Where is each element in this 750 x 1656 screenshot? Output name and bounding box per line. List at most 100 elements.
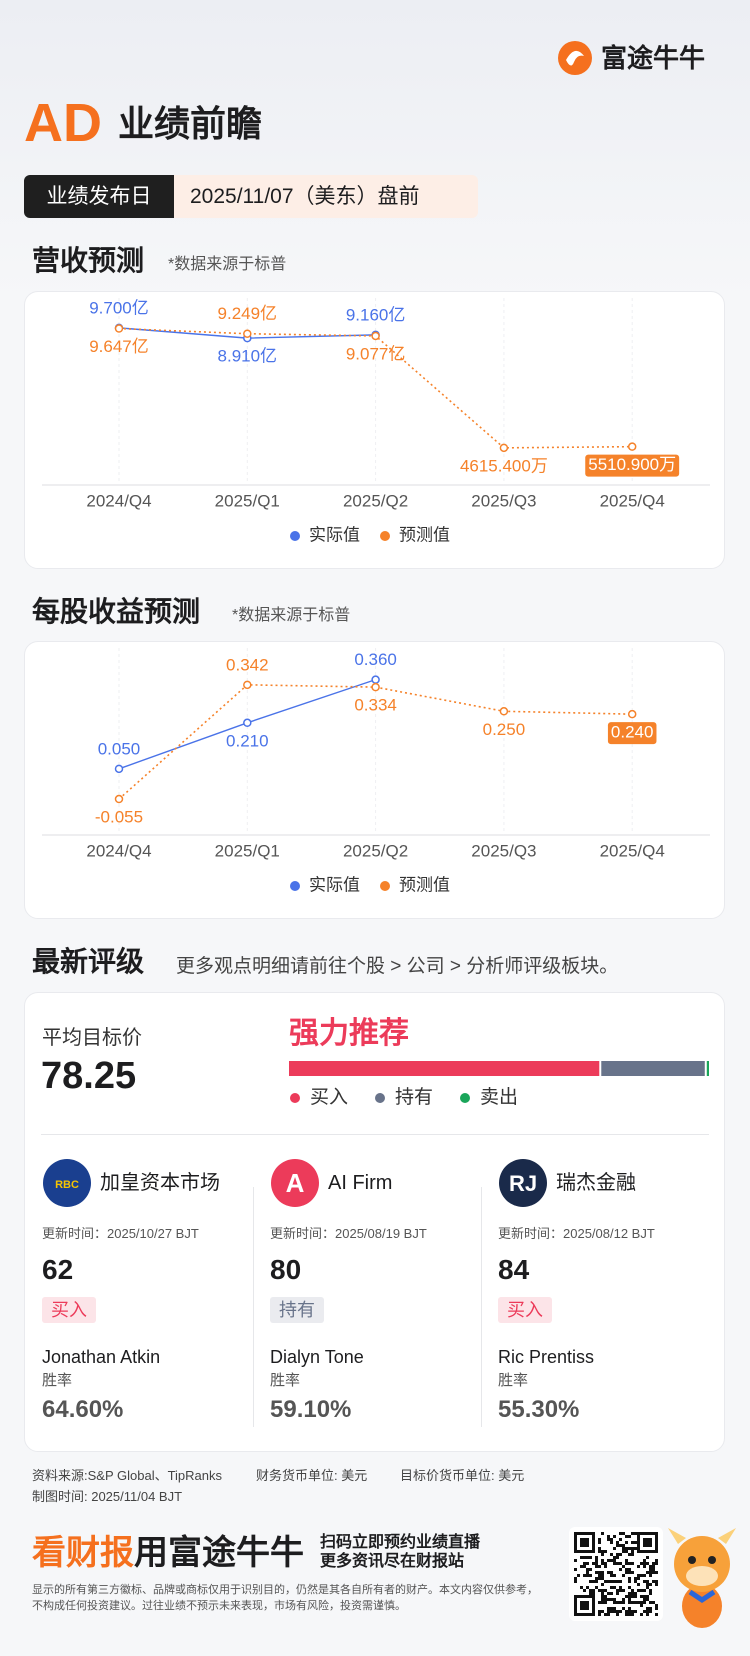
qr-module [628,1595,631,1598]
legend-label: 实际值 [309,525,360,544]
distribution-bar [289,1061,600,1076]
analyst-name: Ric Prentiss [498,1347,595,1367]
qr-module [616,1541,619,1544]
qr-module [625,1613,628,1616]
qr-module [607,1559,610,1562]
qr-module [634,1577,637,1580]
qr-module [604,1598,607,1601]
qr-module [655,1559,658,1562]
qr-module [598,1589,601,1592]
qr-module [634,1601,637,1604]
qr-module [628,1613,631,1616]
firm-name: 瑞杰金融 [556,1172,636,1194]
qr-module [631,1547,634,1550]
qr-module [619,1532,622,1535]
qr-module [646,1595,649,1598]
qr-module [625,1535,628,1538]
section-title: 每股收益预测 [32,596,201,627]
qr-module [622,1544,625,1547]
qr-module [604,1550,607,1553]
x-tick-label: 2025/Q1 [215,841,280,860]
qr-module [631,1553,634,1556]
qr-module [616,1610,619,1613]
qr-module [601,1598,604,1601]
qr-module [583,1574,586,1577]
qr-module [598,1538,601,1541]
firm-logo: RJ [499,1159,547,1207]
legend-marker [460,1093,470,1103]
legend-label: 预测值 [399,525,450,544]
divider [481,1187,482,1427]
legend-marker [380,531,390,541]
qr-module [580,1586,583,1589]
qr-module [646,1613,649,1616]
x-tick-label: 2025/Q1 [215,491,280,510]
qr-module [595,1586,598,1589]
qr-module [610,1553,613,1556]
qr-module [619,1586,622,1589]
qr-module [640,1613,643,1616]
qr-module [610,1610,613,1613]
qr-module [643,1562,646,1565]
qr-module [649,1610,652,1613]
qr-module [607,1571,610,1574]
qr-module [598,1574,601,1577]
qr-module [595,1562,598,1565]
firm-logo: RBC [43,1159,91,1207]
value-label-group: 0.342 [226,655,269,674]
qr-module [577,1574,580,1577]
value-label: 0.050 [98,739,141,758]
value-label-group: 0.210 [226,731,269,750]
point [499,707,509,716]
qr-module [610,1571,613,1574]
qr-module [583,1589,586,1592]
qr-module [583,1565,586,1568]
value-label: 0.210 [226,731,269,750]
qr-module [637,1601,640,1604]
qr-module [598,1541,601,1544]
qr-module [610,1541,613,1544]
x-tick-label: 2025/Q2 [343,491,408,510]
value-label-group: -0.055 [95,808,143,827]
logo-text: RJ [509,1171,537,1196]
value-label: 0.360 [354,650,397,669]
qr-module [607,1580,610,1583]
value-label: 9.160亿 [346,305,406,324]
divider [253,1187,254,1427]
qr-module [595,1571,598,1574]
qr-module [631,1550,634,1553]
qr-module [646,1586,649,1589]
target-price: 84 [498,1254,530,1285]
value-label: 9.647亿 [89,337,149,356]
qr-module [628,1547,631,1550]
qr-finder [643,1538,652,1547]
qr-module [610,1574,613,1577]
qr-module [631,1610,634,1613]
qr-module [652,1562,655,1565]
qr-module [649,1568,652,1571]
qr-module [628,1535,631,1538]
value-label-group: 9.160亿 [346,305,406,324]
ratings-card: 平均目标价 78.25 强力推荐 买入 持有 卖出 RBC 加皇资本市场 更新时间：20… [24,992,725,1452]
qr-module [574,1568,577,1571]
point [114,324,124,333]
qr-module [586,1586,589,1589]
qr-module [619,1544,622,1547]
qr-module [598,1601,601,1604]
qr-module [637,1589,640,1592]
qr-module [628,1562,631,1565]
qr-module [595,1559,598,1562]
qr-module [646,1571,649,1574]
qr-module [601,1610,604,1613]
divider [41,1134,709,1135]
point [243,680,252,690]
qr-module [649,1601,652,1604]
update-time: 更新时间：2025/08/19 BJT [270,1226,427,1241]
avg-target: 78.25 [41,1055,137,1097]
qr-module [580,1565,583,1568]
qr-module [649,1571,652,1574]
target-price: 80 [270,1254,302,1285]
qr-module [637,1583,640,1586]
qr-module [655,1562,658,1565]
